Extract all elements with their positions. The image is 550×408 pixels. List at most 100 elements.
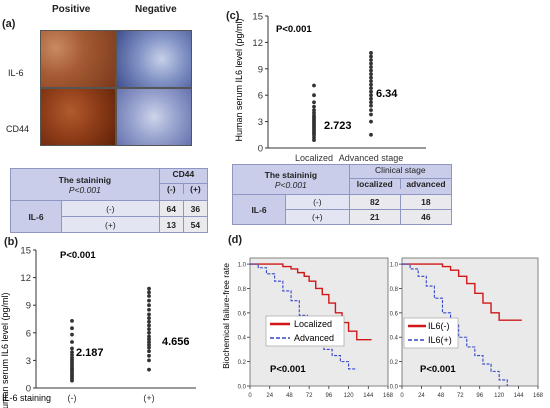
series-line bbox=[402, 263, 522, 321]
data-point bbox=[147, 316, 151, 320]
y-tick-label: 12 bbox=[252, 38, 263, 49]
scatter-c-mean-localized: 2.723 bbox=[324, 120, 352, 132]
data-point bbox=[147, 330, 151, 335]
legend-il6-pos: IL6(+) bbox=[428, 335, 452, 345]
ihc-cd44-negative-image bbox=[116, 88, 192, 146]
table-a: The staininig P<0.001 CD44 (-) (+) IL-6 … bbox=[10, 168, 209, 233]
y-tick-label: 6 bbox=[258, 91, 263, 102]
ihc-row-cd44: CD44 bbox=[6, 124, 30, 134]
scatter-b-axes: 0 3 6 9 12 15 (-) (+) bbox=[20, 246, 196, 403]
legend-localized: Localized bbox=[294, 319, 332, 329]
ihc-il6-positive-image bbox=[40, 30, 116, 88]
x-tick-label: Advanced stage bbox=[339, 153, 404, 163]
series-line bbox=[250, 263, 357, 370]
data-point bbox=[369, 103, 373, 108]
x-tick-label: 120 bbox=[494, 393, 505, 399]
y-tick-label: 0.6 bbox=[390, 311, 399, 317]
data-point bbox=[369, 96, 373, 101]
table-a-cell: 54 bbox=[182, 216, 209, 233]
data-point bbox=[70, 340, 74, 344]
ihc-cd44-positive-image bbox=[40, 88, 116, 146]
data-point bbox=[369, 82, 373, 87]
table-a-cell: 36 bbox=[182, 200, 209, 217]
x-tick-label: 96 bbox=[326, 393, 333, 399]
data-point bbox=[147, 298, 151, 303]
data-point bbox=[147, 345, 151, 350]
scatter-b-mean-neg: 2.187 bbox=[76, 347, 104, 359]
x-tick-label: 120 bbox=[344, 393, 355, 399]
data-point bbox=[369, 61, 373, 66]
data-point bbox=[147, 358, 151, 363]
table-a-row-pos: (+) bbox=[61, 216, 160, 233]
data-point bbox=[147, 342, 151, 347]
x-tick-label: (+) bbox=[143, 393, 154, 403]
table-a-corner-title: The staininig bbox=[58, 174, 112, 185]
y-tick-label: 0.4 bbox=[238, 336, 247, 342]
data-point bbox=[369, 54, 373, 59]
y-tick-label: 15 bbox=[252, 12, 263, 23]
data-point bbox=[147, 290, 151, 295]
x-tick-label: 168 bbox=[533, 393, 544, 399]
table-a-cell: 13 bbox=[158, 216, 184, 233]
scatter-b: Human serum IL6 level (pg/ml) 0 3 6 9 12 15 (-… bbox=[0, 246, 196, 408]
survival-d-left-pvalue: P<0.001 bbox=[270, 364, 306, 375]
y-tick-label: 0.0 bbox=[238, 385, 247, 391]
data-point bbox=[70, 352, 74, 357]
scatter-b-xlabel: IL-6 staining bbox=[2, 393, 51, 403]
data-point bbox=[369, 93, 373, 98]
table-a-row-neg: (-) bbox=[61, 200, 160, 217]
data-point bbox=[147, 294, 151, 298]
data-point bbox=[312, 135, 316, 140]
survival-d-left-legend: Localized Advanced bbox=[265, 315, 345, 347]
data-point bbox=[312, 93, 316, 98]
data-point bbox=[312, 104, 316, 109]
data-point bbox=[147, 312, 151, 317]
data-point bbox=[312, 83, 316, 88]
table-c-corner: The staininig P<0.001 bbox=[232, 164, 350, 195]
scatter-b-ylabel: Human serum IL6 level (pg/ml) bbox=[0, 292, 10, 408]
scatter-b-mean-pos: 4.656 bbox=[162, 336, 190, 348]
data-point bbox=[147, 337, 151, 342]
scatter-b-points bbox=[70, 286, 151, 383]
data-point bbox=[312, 110, 316, 115]
table-a-col-pos: (+) bbox=[190, 184, 201, 194]
y-tick-label: 15 bbox=[20, 246, 31, 257]
table-c-row-group: IL-6 bbox=[232, 194, 286, 225]
y-tick-label: 0 bbox=[258, 144, 263, 155]
data-point bbox=[147, 319, 151, 324]
y-tick-label: 0.8 bbox=[238, 287, 247, 293]
data-point bbox=[147, 286, 151, 291]
y-tick-label: 1.0 bbox=[390, 263, 399, 269]
data-point bbox=[147, 323, 151, 328]
x-tick-label: 48 bbox=[286, 393, 293, 399]
x-tick-label: 72 bbox=[306, 393, 313, 399]
panel-c-label: (c) bbox=[226, 10, 240, 22]
data-point bbox=[147, 349, 151, 354]
y-tick-label: 0.6 bbox=[238, 311, 247, 317]
x-tick-label: (-) bbox=[68, 393, 77, 403]
y-tick-label: 3 bbox=[26, 356, 31, 367]
y-tick-label: 9 bbox=[26, 301, 31, 312]
ihc-row-il6: IL-6 bbox=[8, 68, 24, 78]
scatter-c: Human serum IL6 level (pg/ml) 0 3 6 9 12 15 Lo… bbox=[234, 12, 426, 163]
table-c-pvalue: P<0.001 bbox=[274, 179, 307, 190]
table-a-cell: 64 bbox=[158, 200, 184, 217]
data-point bbox=[312, 113, 316, 118]
x-tick-label: 0 bbox=[248, 393, 252, 399]
table-c-col-group: Clinical stage localized advanced bbox=[348, 164, 453, 195]
table-c: The staininig P<0.001 Clinical stage loc… bbox=[232, 164, 453, 225]
x-tick-label: Localized bbox=[295, 153, 333, 163]
scatter-c-ylabel: Human serum IL6 level (pg/ml) bbox=[234, 18, 244, 141]
x-tick-label: 96 bbox=[476, 393, 483, 399]
data-point bbox=[369, 58, 373, 62]
table-a-pvalue: P<0.001 bbox=[68, 184, 101, 195]
x-tick-label: 144 bbox=[514, 393, 525, 399]
legend-box-left bbox=[265, 315, 345, 347]
scatter-c-pvalue: P<0.001 bbox=[276, 24, 312, 35]
y-tick-label: 9 bbox=[258, 64, 263, 75]
data-point bbox=[369, 132, 373, 137]
legend-il6-neg: IL6(-) bbox=[428, 321, 450, 331]
ihc-positive-header: Positive bbox=[52, 4, 91, 15]
data-point bbox=[369, 75, 373, 80]
table-c-corner-title: The staininig bbox=[264, 169, 318, 180]
